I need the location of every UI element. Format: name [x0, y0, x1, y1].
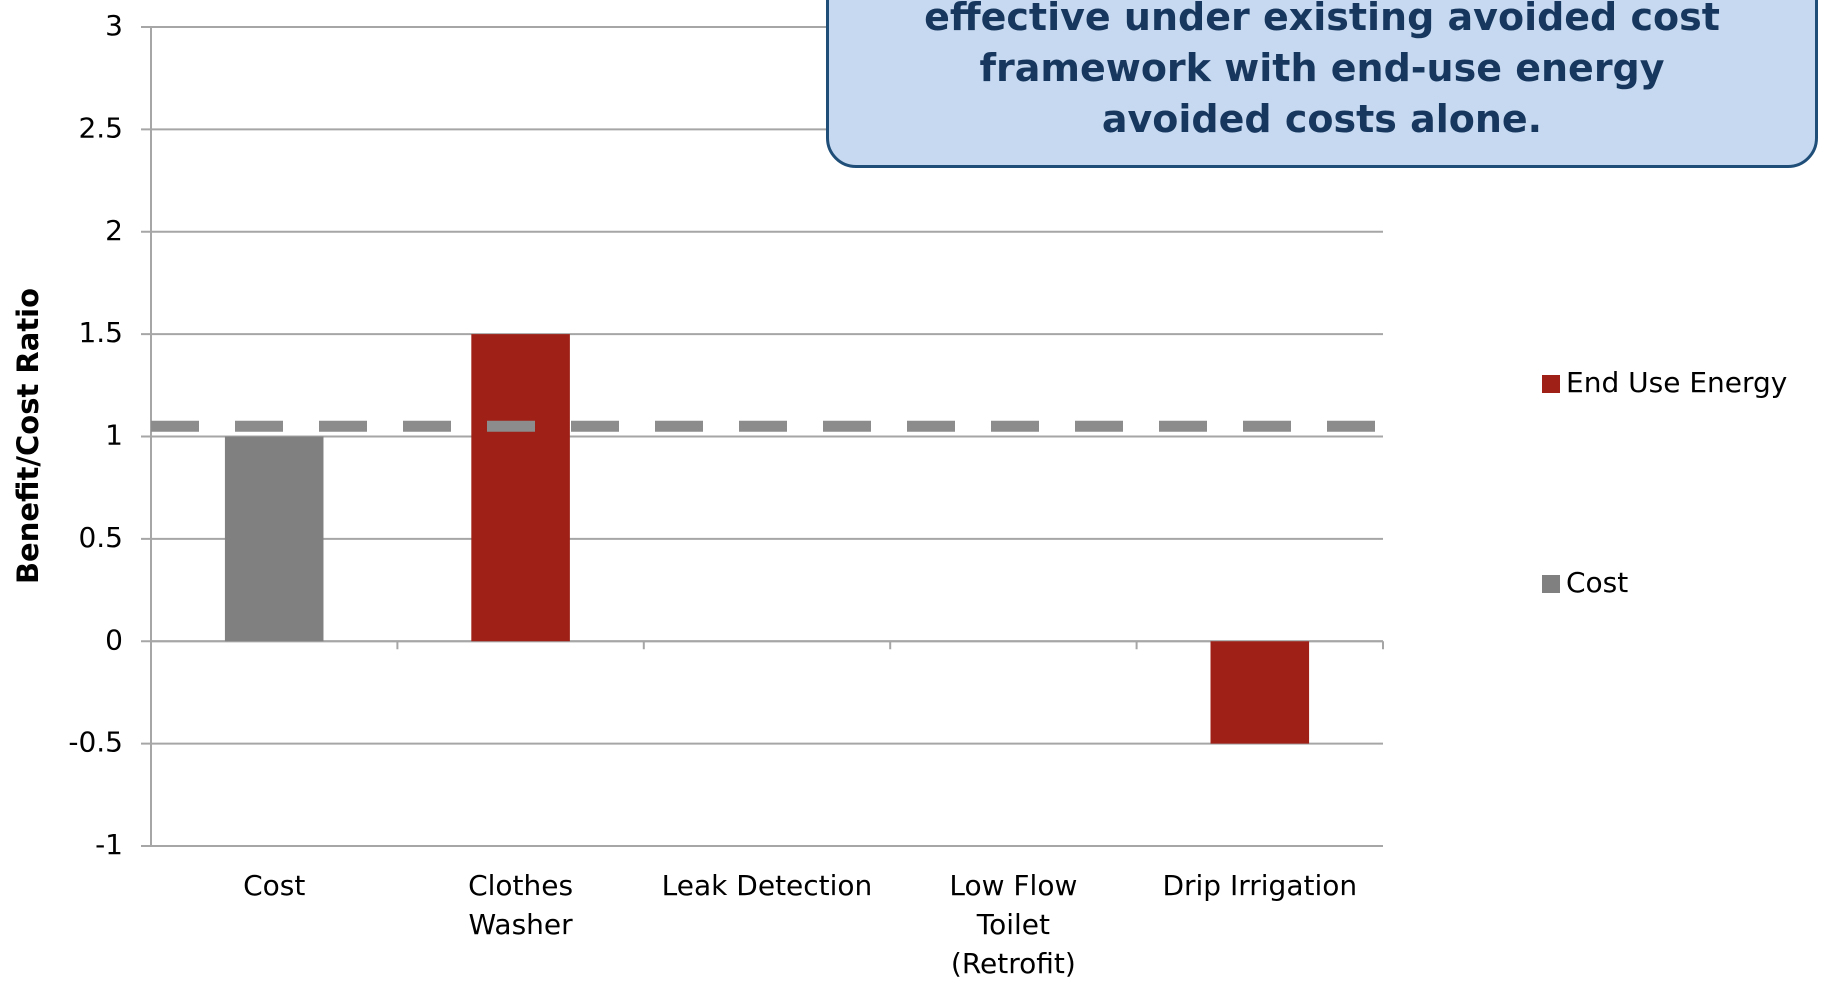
y-tick-label: -0.5: [68, 726, 123, 759]
legend-swatch: [1542, 575, 1560, 593]
x-tick-label: Cost: [243, 869, 306, 902]
bar: [224, 436, 324, 642]
callout-text: framework with end-use energy: [979, 46, 1665, 90]
y-tick-label: 1.5: [78, 316, 123, 349]
bar: [1210, 641, 1310, 744]
callout-box: [826, 0, 1818, 168]
y-tick-label: 0.5: [78, 521, 123, 554]
y-tick-label: 2: [105, 214, 123, 247]
y-tick-label: 1: [105, 419, 123, 452]
y-tick-label: 2.5: [78, 111, 123, 144]
y-tick-label: 0: [105, 623, 123, 656]
legend-swatch: [1542, 375, 1560, 393]
x-tick-label: Clothes Washer: [468, 869, 574, 941]
callout-text: effective under existing avoided cost: [924, 0, 1720, 39]
y-axis-label: Benefit/Cost Ratio: [11, 288, 45, 584]
x-tick-label: Leak Detection: [661, 869, 873, 902]
legend-label: Cost: [1566, 566, 1628, 599]
x-tick-label: Low Flow Toilet (Retrofit): [949, 869, 1078, 980]
x-tick-label: Drip Irrigation: [1162, 869, 1358, 902]
y-tick-label: 3: [105, 9, 123, 42]
y-tick-label: -1: [95, 828, 123, 861]
bar: [471, 334, 570, 642]
legend-label: End Use Energy: [1566, 366, 1787, 399]
callout-text: avoided costs alone.: [1101, 97, 1543, 141]
